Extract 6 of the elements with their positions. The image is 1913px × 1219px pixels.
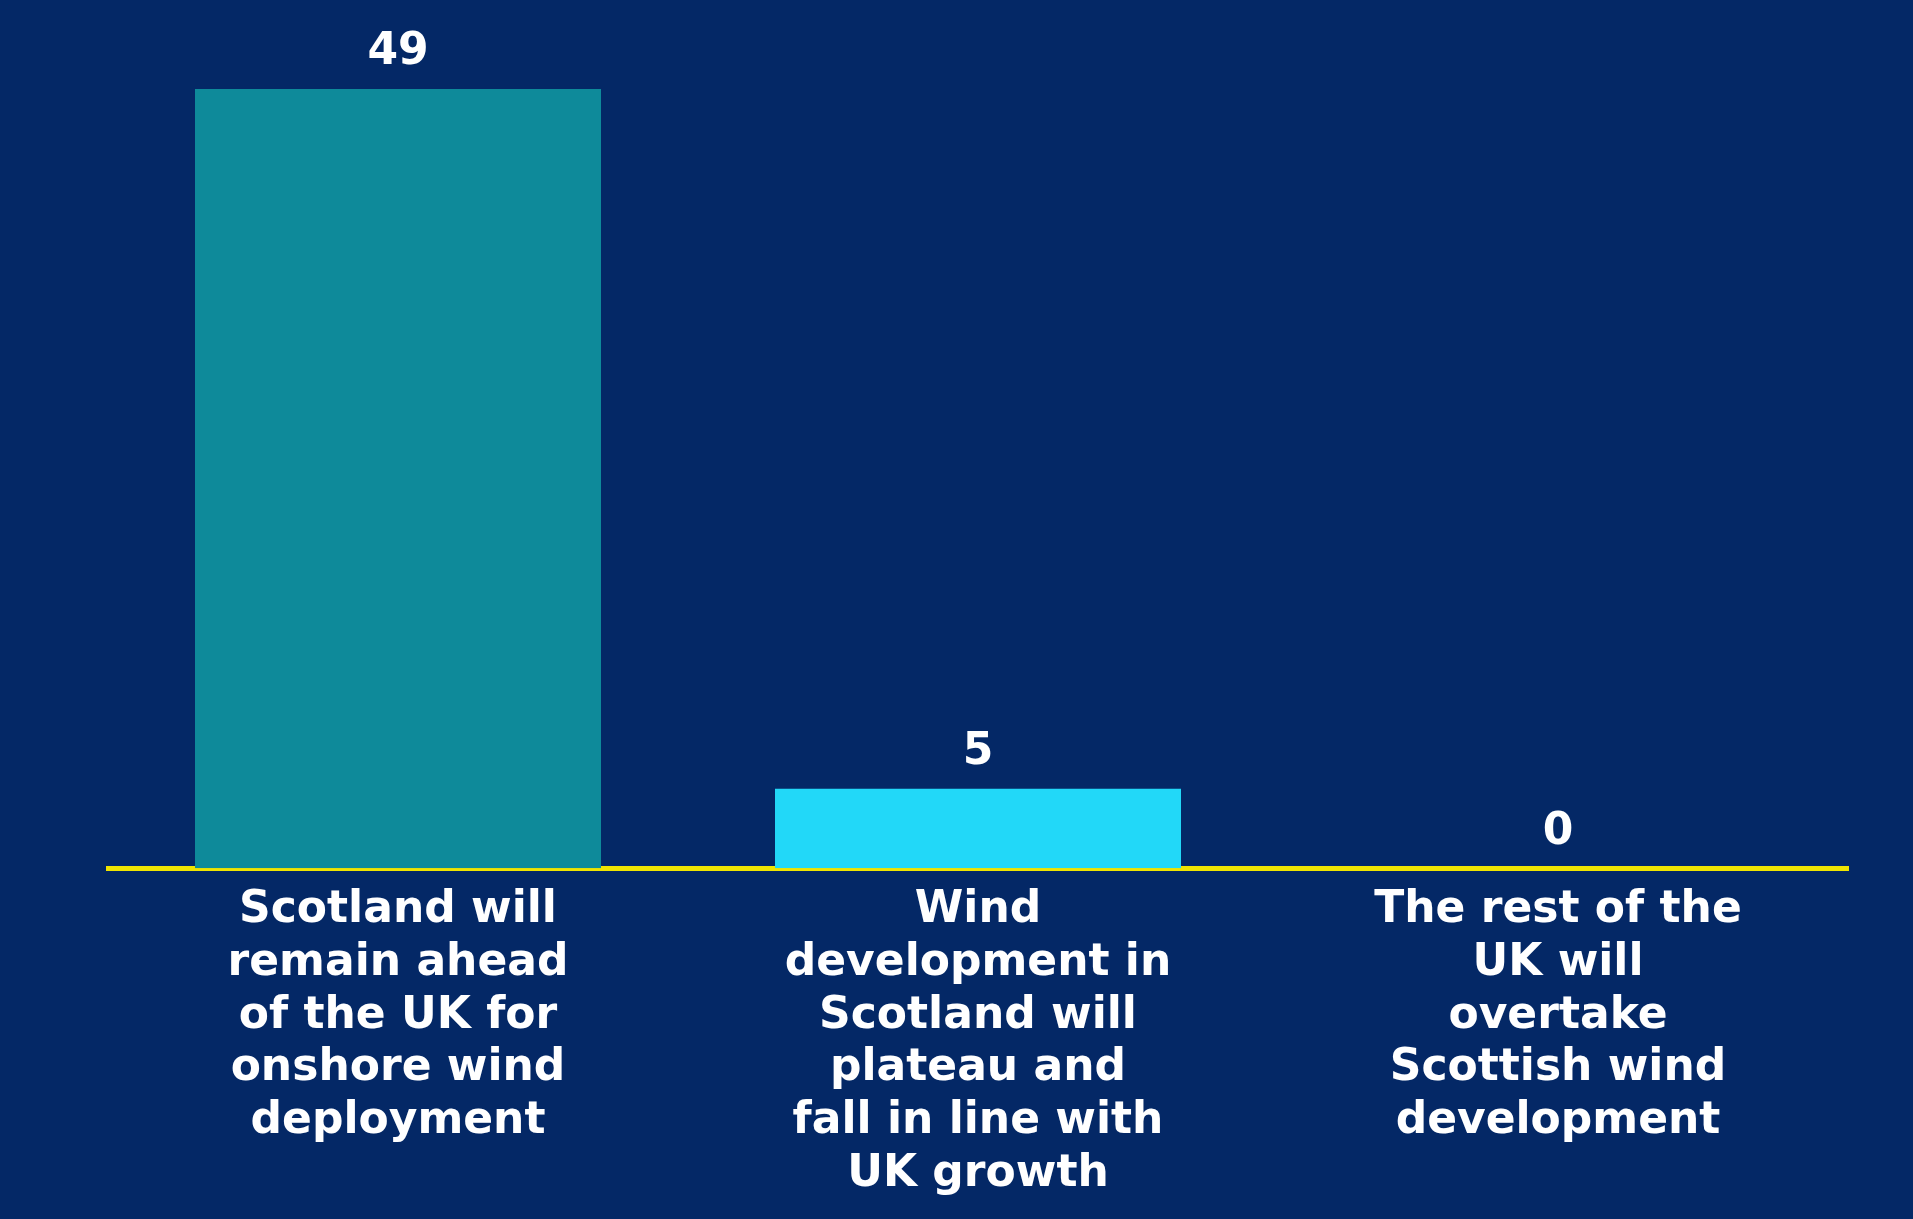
data-label: 49 (367, 23, 429, 75)
x-tick-label: The rest of the UK will overtake Scottish wind development (1374, 881, 1742, 1144)
data-label: 0 (1542, 802, 1574, 854)
x-tick-label: Scotland will remain ahead of the UK for onshore wind deployment (227, 881, 569, 1144)
x-tick-label: Wind development in Scotland will plateau and fall in line with UK growth (784, 881, 1172, 1197)
data-label: 5 (962, 723, 994, 775)
